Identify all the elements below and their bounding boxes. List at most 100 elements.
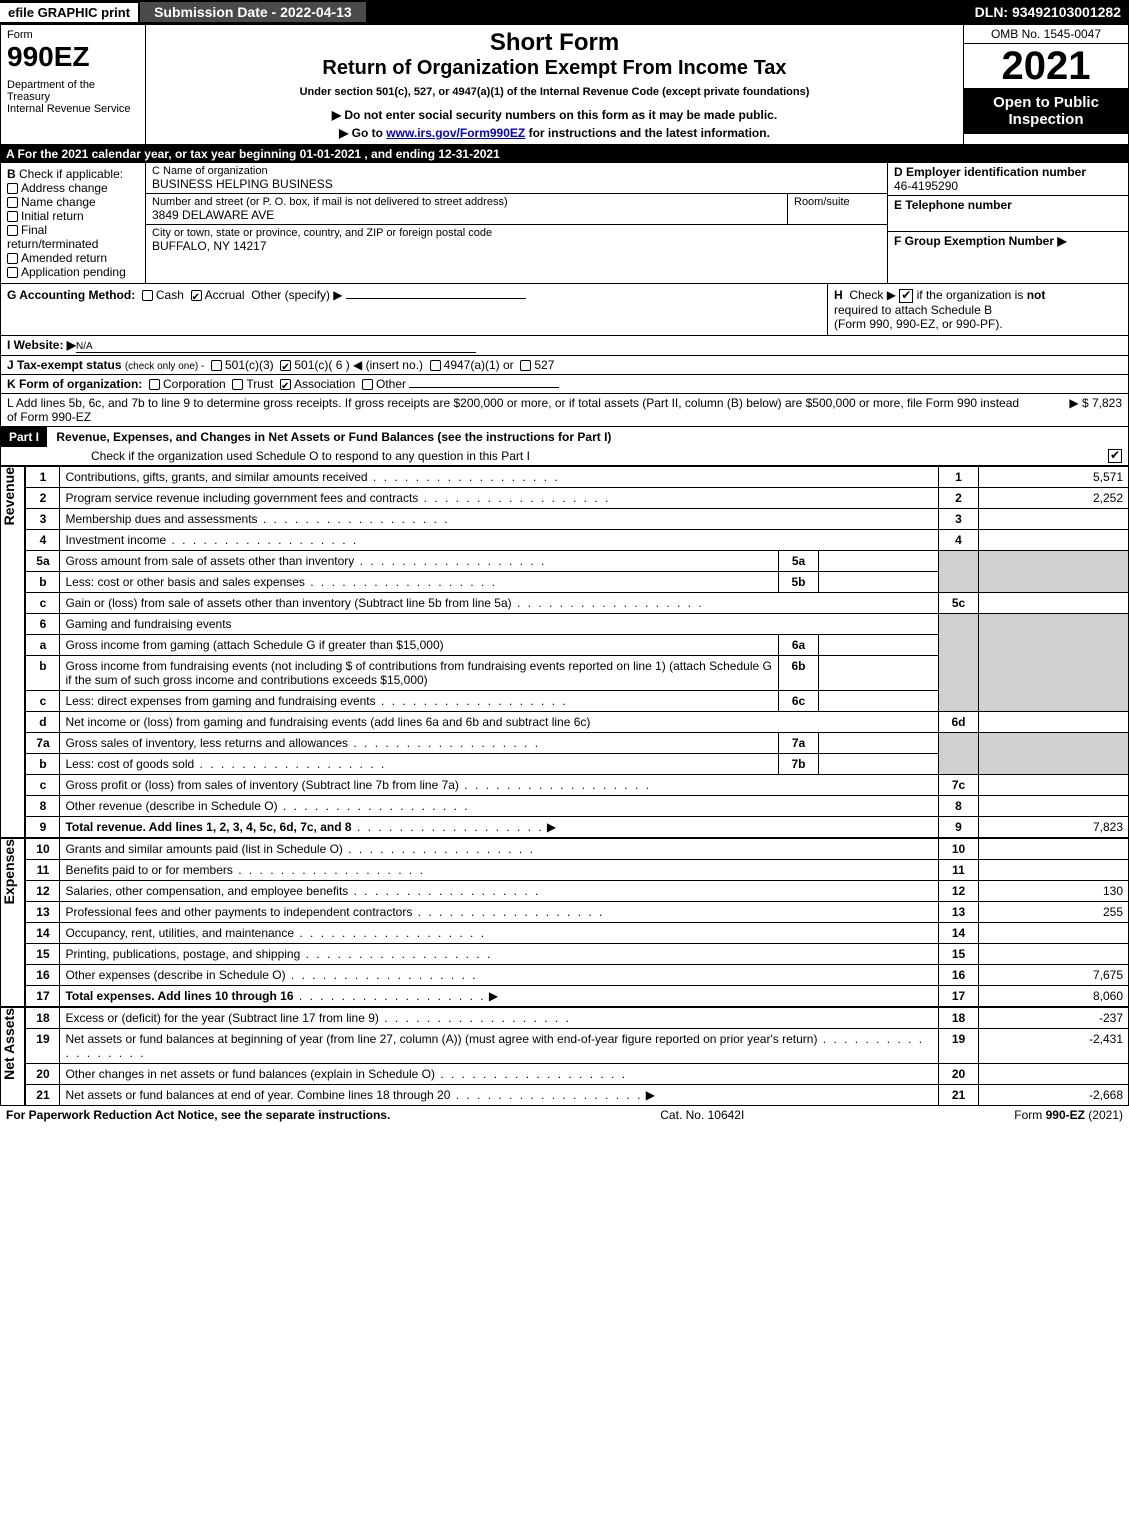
l-text: L Add lines 5b, 6c, and 7b to line 9 to … — [7, 396, 1022, 424]
opt-501c: 501(c)( 6 ) ◀ (insert no.) — [294, 358, 423, 372]
form-number: 990EZ — [7, 41, 139, 73]
line-19-val: -2,431 — [979, 1028, 1129, 1063]
line-9-desc: Total revenue. Add lines 1, 2, 3, 4, 5c,… — [65, 820, 351, 834]
form-word: Form — [7, 29, 139, 41]
goto-pre: ▶ Go to — [339, 126, 386, 140]
line-6d-val — [979, 711, 1129, 732]
line-6a-sub: 6a — [779, 634, 819, 655]
efile-print[interactable]: efile GRAPHIC print — [0, 3, 138, 22]
h-text4: (Form 990, 990-EZ, or 990-PF). — [834, 317, 1003, 331]
line-7c-val — [979, 774, 1129, 795]
chk-4947[interactable] — [430, 360, 441, 371]
k-label: K Form of organization: — [7, 377, 142, 391]
netassets-label: Net Assets — [1, 1008, 17, 1080]
revenue-section: Revenue 1Contributions, gifts, grants, a… — [0, 466, 1129, 838]
line-9-val: 7,823 — [979, 816, 1129, 837]
line-17-desc: Total expenses. Add lines 10 through 16 — [65, 989, 293, 1003]
chk-accrual[interactable] — [191, 290, 202, 301]
line-16-val: 7,675 — [979, 964, 1129, 985]
netassets-table: 18Excess or (deficit) for the year (Subt… — [25, 1007, 1129, 1106]
line-10-val — [979, 838, 1129, 859]
opt-527: 527 — [534, 358, 554, 372]
section-k: K Form of organization: Corporation Trus… — [0, 375, 1129, 394]
c-city-label: City or town, state or province, country… — [152, 227, 881, 239]
opt-corporation: Corporation — [163, 377, 226, 391]
chk-initial-return[interactable] — [7, 211, 18, 222]
line-14-desc: Occupancy, rent, utilities, and maintena… — [65, 926, 294, 940]
line-19-desc: Net assets or fund balances at beginning… — [65, 1032, 817, 1046]
opt-cash: Cash — [156, 288, 184, 302]
footer: For Paperwork Reduction Act Notice, see … — [0, 1106, 1129, 1124]
irs-link[interactable]: www.irs.gov/Form990EZ — [386, 126, 525, 140]
opt-initial-return: Initial return — [21, 209, 84, 223]
b-check: Check if applicable: — [19, 167, 123, 181]
opt-final-return: Final return/terminated — [7, 223, 98, 251]
b-label: B — [7, 167, 16, 181]
line-13-val: 255 — [979, 901, 1129, 922]
form-header: Form 990EZ Department of the Treasury In… — [0, 24, 1129, 145]
netassets-section: Net Assets 18Excess or (deficit) for the… — [0, 1007, 1129, 1106]
chk-501c[interactable] — [280, 360, 291, 371]
topbar: efile GRAPHIC print Submission Date - 20… — [0, 0, 1129, 24]
line-6b-desc: Gross income from fundraising events (no… — [65, 659, 771, 687]
line-6d-desc: Net income or (loss) from gaming and fun… — [65, 715, 590, 729]
chk-527[interactable] — [520, 360, 531, 371]
chk-name-change[interactable] — [7, 197, 18, 208]
expenses-label: Expenses — [1, 839, 17, 904]
chk-amended-return[interactable] — [7, 253, 18, 264]
chk-schedule-o[interactable] — [1108, 449, 1122, 463]
line-6-desc: Gaming and fundraising events — [60, 613, 939, 634]
f-label: F Group Exemption Number ▶ — [894, 234, 1067, 248]
chk-501c3[interactable] — [211, 360, 222, 371]
part-i-check-text: Check if the organization used Schedule … — [91, 449, 1108, 463]
chk-cash[interactable] — [142, 290, 153, 301]
line-11-val — [979, 859, 1129, 880]
line-7a-sub: 7a — [779, 732, 819, 753]
line-5a-sub: 5a — [779, 550, 819, 571]
line-5b-sub: 5b — [779, 571, 819, 592]
line-12-desc: Salaries, other compensation, and employ… — [65, 884, 348, 898]
chk-final-return[interactable] — [7, 225, 18, 236]
chk-application-pending[interactable] — [7, 267, 18, 278]
chk-corporation[interactable] — [149, 379, 160, 390]
org-city: BUFFALO, NY 14217 — [152, 239, 881, 253]
line-6c-sub: 6c — [779, 690, 819, 711]
room-suite-label: Room/suite — [787, 194, 887, 224]
chk-other-org[interactable] — [362, 379, 373, 390]
chk-association[interactable] — [280, 379, 291, 390]
line-20-desc: Other changes in net assets or fund bala… — [65, 1067, 435, 1081]
h-not: not — [1027, 288, 1046, 302]
line-7c-desc: Gross profit or (loss) from sales of inv… — [65, 778, 458, 792]
line-1-desc: Contributions, gifts, grants, and simila… — [65, 470, 367, 484]
line-7a-desc: Gross sales of inventory, less returns a… — [65, 736, 348, 750]
opt-application-pending: Application pending — [21, 265, 126, 279]
chk-schedule-b[interactable] — [899, 289, 913, 303]
line-21-val: -2,668 — [979, 1084, 1129, 1105]
line-12-val: 130 — [979, 880, 1129, 901]
under-section: Under section 501(c), 527, or 4947(a)(1)… — [156, 86, 953, 98]
line-16-desc: Other expenses (describe in Schedule O) — [65, 968, 285, 982]
line-13-desc: Professional fees and other payments to … — [65, 905, 412, 919]
l-amount: ▶ $ 7,823 — [1022, 396, 1122, 424]
line-6a-desc: Gross income from gaming (attach Schedul… — [65, 638, 443, 652]
chk-trust[interactable] — [232, 379, 243, 390]
opt-name-change: Name change — [21, 195, 96, 209]
i-label: I Website: ▶ — [7, 338, 76, 352]
j-sub: (check only one) - — [125, 361, 204, 372]
ein: 46-4195290 — [894, 179, 1122, 193]
opt-other-org: Other — [376, 377, 406, 391]
h-text2: if the organization is — [917, 288, 1024, 302]
section-bcdef: B Check if applicable: Address change Na… — [0, 163, 1129, 284]
line-6c-desc: Less: direct expenses from gaming and fu… — [65, 694, 375, 708]
h-text3: required to attach Schedule B — [834, 303, 992, 317]
org-name: BUSINESS HELPING BUSINESS — [152, 177, 881, 191]
line-5a-desc: Gross amount from sale of assets other t… — [65, 554, 354, 568]
dln: DLN: 93492103001282 — [967, 2, 1129, 22]
chk-address-change[interactable] — [7, 183, 18, 194]
line-5c-val — [979, 592, 1129, 613]
do-not-enter: ▶ Do not enter social security numbers o… — [156, 108, 953, 122]
omb-number: OMB No. 1545-0047 — [964, 25, 1128, 44]
line-10-desc: Grants and similar amounts paid (list in… — [65, 842, 342, 856]
open-to-public: Open to Public Inspection — [964, 88, 1128, 134]
department: Department of the Treasury Internal Reve… — [7, 79, 139, 115]
